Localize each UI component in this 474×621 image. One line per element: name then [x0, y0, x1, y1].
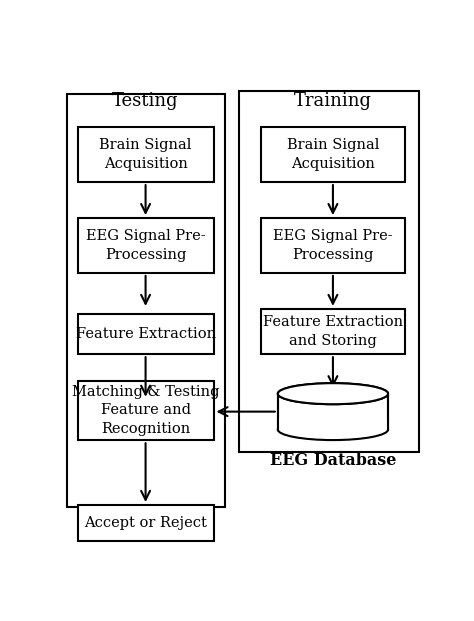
Text: EEG Signal Pre-
Processing: EEG Signal Pre- Processing — [273, 229, 393, 261]
Text: Matching & Testing
Feature and
Recognition: Matching & Testing Feature and Recogniti… — [72, 385, 219, 436]
Bar — [277, 418, 389, 430]
Bar — [78, 505, 213, 541]
Bar — [78, 127, 213, 182]
Bar — [66, 94, 225, 507]
Text: Feature Extraction
and Storing: Feature Extraction and Storing — [263, 315, 403, 348]
Bar — [239, 91, 419, 452]
Text: Feature Extraction: Feature Extraction — [75, 327, 216, 341]
Bar — [261, 309, 405, 354]
Text: Accept or Reject: Accept or Reject — [84, 516, 207, 530]
Text: EEG Signal Pre-
Processing: EEG Signal Pre- Processing — [86, 229, 205, 261]
Bar — [78, 218, 213, 273]
Ellipse shape — [278, 383, 388, 404]
Bar — [261, 218, 405, 273]
Text: Testing: Testing — [112, 92, 179, 110]
Text: Training: Training — [294, 92, 372, 110]
Ellipse shape — [278, 383, 388, 404]
Bar — [78, 314, 213, 354]
Text: EEG Database: EEG Database — [270, 452, 396, 469]
Bar — [261, 127, 405, 182]
Bar — [78, 381, 213, 440]
Text: Brain Signal
Acquisition: Brain Signal Acquisition — [100, 138, 192, 171]
Text: Brain Signal
Acquisition: Brain Signal Acquisition — [287, 138, 379, 171]
Ellipse shape — [278, 419, 388, 440]
